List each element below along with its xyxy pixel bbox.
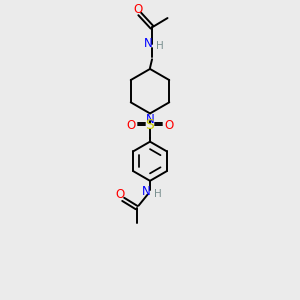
Text: N: N — [144, 37, 153, 50]
Text: O: O — [115, 188, 124, 201]
Text: O: O — [126, 119, 136, 132]
Text: N: N — [146, 113, 154, 126]
Text: O: O — [133, 3, 142, 16]
Text: O: O — [164, 119, 174, 132]
Text: N: N — [142, 184, 151, 198]
Text: H: H — [156, 41, 164, 51]
Text: S: S — [146, 118, 154, 132]
Text: H: H — [154, 189, 162, 199]
